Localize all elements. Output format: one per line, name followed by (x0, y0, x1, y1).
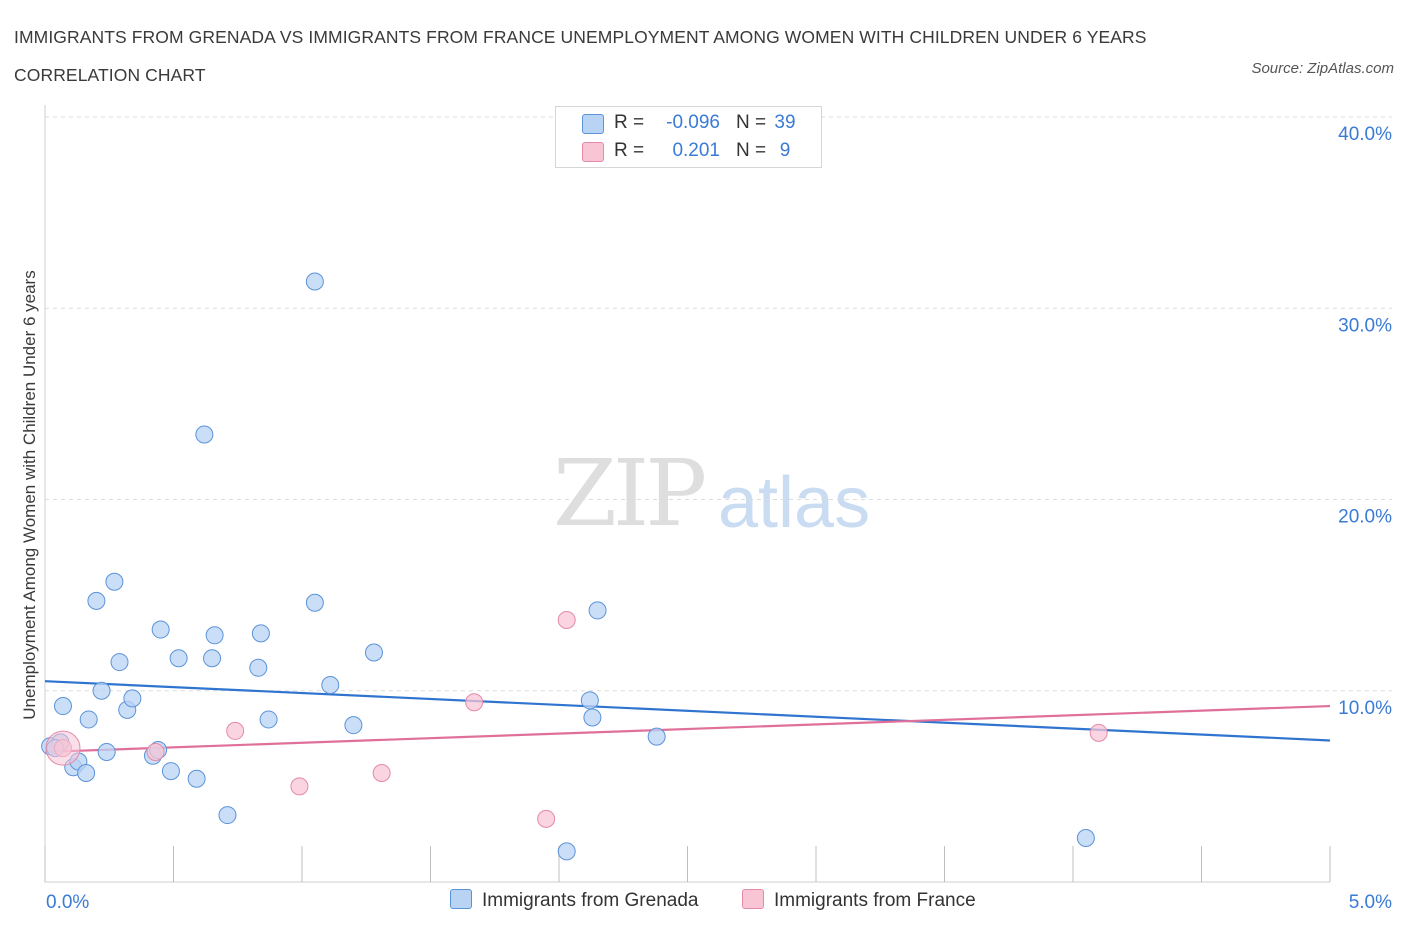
watermark-atlas: atlas (718, 463, 871, 543)
legend-swatch-grenada (582, 114, 604, 134)
point-grenada (583, 708, 602, 727)
point-grenada (259, 710, 278, 729)
point-france (226, 721, 245, 740)
source-label: Source: ZipAtlas.com (1251, 60, 1394, 77)
point-france (146, 742, 165, 761)
point-france (372, 763, 391, 782)
point-grenada (344, 716, 363, 735)
data-points (41, 272, 1108, 861)
x-tick-label-max: 5.0% (1349, 892, 1392, 913)
point-grenada (123, 689, 142, 708)
trend-line-france (44, 704, 1331, 754)
legend-n-label: N = (736, 140, 767, 161)
point-grenada (79, 710, 98, 729)
legend-r-value: -0.096 (666, 112, 720, 133)
correlation-legend: R = -0.096 N = 39 R = 0.201 N = 9 (555, 106, 822, 168)
point-grenada (249, 658, 268, 677)
point-grenada (1076, 829, 1095, 848)
watermark-zip: ZIP (553, 440, 707, 547)
y-tick-label: 20.0% (1338, 507, 1392, 528)
series-swatch-grenada (450, 889, 472, 909)
y-axis-label: Unemployment Among Women with Children U… (20, 270, 39, 720)
point-grenada (251, 624, 270, 643)
legend-n-value: 9 (779, 140, 791, 161)
point-grenada (205, 626, 224, 645)
point-france (465, 693, 484, 712)
point-grenada (151, 620, 170, 639)
legend-r-value: 0.201 (672, 140, 720, 161)
point-france (290, 777, 309, 796)
series-legend-grenada: Immigrants from Grenada (450, 889, 698, 912)
series-label-grenada: Immigrants from Grenada (482, 890, 699, 911)
point-france (537, 809, 556, 828)
point-grenada (53, 697, 72, 716)
axes (44, 105, 1330, 883)
point-grenada (305, 593, 324, 612)
y-tick-label: 10.0% (1338, 698, 1392, 719)
legend-n-label: N = (736, 112, 767, 133)
point-grenada (580, 691, 599, 710)
point-grenada (557, 842, 576, 861)
legend-n-value: 39 (774, 112, 796, 133)
point-grenada (105, 572, 124, 591)
point-grenada (588, 601, 607, 620)
point-grenada (321, 676, 340, 695)
legend-swatch-france (582, 142, 604, 162)
series-label-france: Immigrants from France (774, 890, 976, 911)
point-grenada (203, 649, 222, 668)
point-grenada (218, 806, 237, 825)
point-grenada (647, 727, 666, 746)
legend-r-label: R = (614, 112, 645, 133)
point-grenada (77, 763, 96, 782)
point-grenada (161, 762, 180, 781)
point-france-large (45, 730, 81, 766)
point-grenada (305, 272, 324, 291)
trend-lines (44, 680, 1331, 754)
y-tick-label: 40.0% (1338, 124, 1392, 145)
point-grenada (169, 649, 188, 668)
point-grenada (110, 653, 129, 672)
grid-lines: 10.0% 20.0% 30.0% 40.0% (45, 116, 1392, 719)
chart-title: IMMIGRANTS FROM GRENADA VS IMMIGRANTS FR… (14, 27, 1147, 85)
point-grenada (195, 425, 214, 444)
series-swatch-france (742, 889, 764, 909)
point-grenada (97, 742, 116, 761)
y-tick-label: 30.0% (1338, 315, 1392, 336)
point-grenada (364, 643, 383, 662)
point-grenada (87, 591, 106, 610)
point-france (557, 610, 576, 629)
point-france (1089, 723, 1108, 742)
point-grenada (187, 769, 206, 788)
trend-line-grenada (44, 680, 1331, 742)
axis-ticks: 0.0% 5.0% (44, 846, 1392, 913)
x-tick-label-min: 0.0% (46, 892, 89, 913)
legend-r-label: R = (614, 140, 645, 161)
point-grenada (92, 681, 111, 700)
series-legend-france: Immigrants from France (742, 889, 976, 912)
